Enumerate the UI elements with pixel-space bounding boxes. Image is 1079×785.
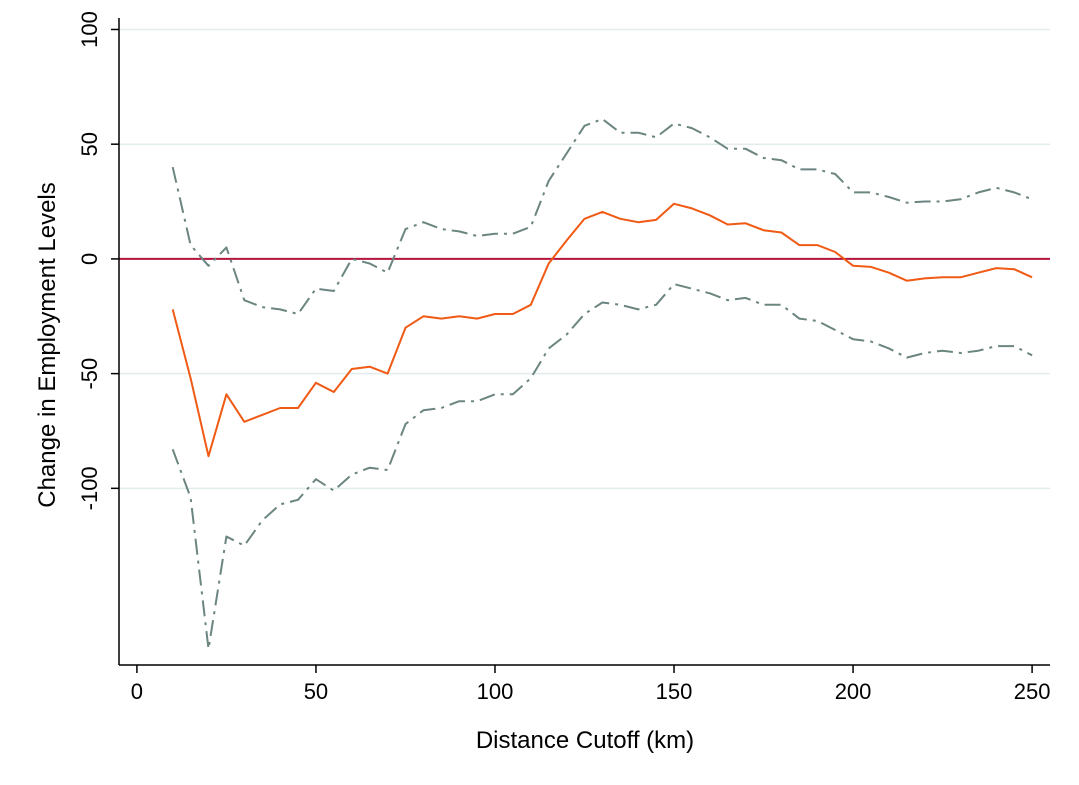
series-line-lower-bound: [171, 283, 1033, 650]
y-tick-label: 0: [77, 253, 102, 265]
y-tick-label: 50: [77, 132, 102, 156]
x-axis-title: Distance Cutoff (km): [476, 727, 694, 754]
series-line-upper-bound: [171, 118, 1033, 315]
x-tick-label: 250: [1014, 679, 1051, 704]
grid: [119, 28, 1050, 490]
y-tick-label: -100: [77, 466, 102, 510]
series-line-estimate: [171, 202, 1033, 458]
x-tick-label: 50: [304, 679, 328, 704]
x-tick-label: 100: [477, 679, 514, 704]
y-tick-label: 100: [77, 11, 102, 48]
series-group: [171, 118, 1033, 650]
axes: 0 50 100 150 200 250 100 50 0 -50 -100: [77, 11, 1050, 704]
x-tick-label: 0: [131, 679, 143, 704]
y-tick-label: -50: [77, 358, 102, 390]
x-tick-label: 200: [835, 679, 872, 704]
x-tick-label: 150: [656, 679, 693, 704]
y-axis-title: Change in Employment Levels: [34, 182, 61, 508]
